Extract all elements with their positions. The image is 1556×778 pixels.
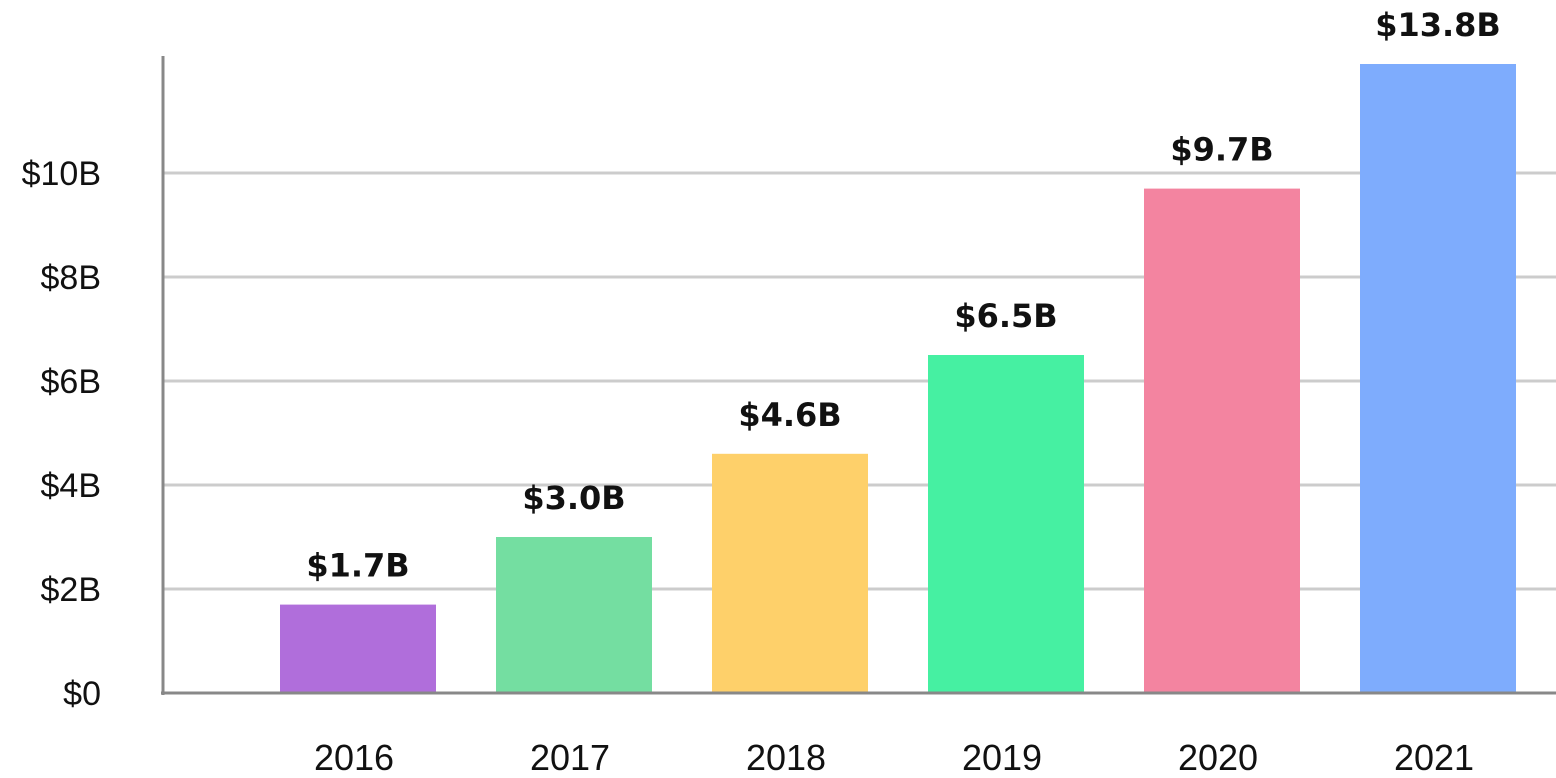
- x-tick-label: 2020: [1178, 737, 1258, 778]
- x-tick-label: 2017: [530, 737, 610, 778]
- bar-2020: [1144, 188, 1300, 693]
- data-label-2016: $1.7B: [306, 547, 409, 585]
- y-tick-label: $2B: [41, 571, 102, 609]
- y-tick-label: $8B: [41, 259, 102, 297]
- x-tick-label: 2018: [746, 737, 826, 778]
- data-label-2021: $13.8B: [1375, 6, 1501, 44]
- bar-2017: [496, 537, 652, 693]
- data-labels: $1.7B $3.0B $4.6B $6.5B $9.7B $13.8B: [306, 6, 1500, 585]
- y-tick-label: $0: [63, 675, 101, 713]
- y-tick-label: $6B: [41, 363, 102, 401]
- bar-2019: [928, 355, 1084, 693]
- y-axis-ticks: $0 $2B $4B $6B $8B $10B: [22, 155, 101, 713]
- x-tick-label: 2021: [1394, 737, 1474, 778]
- data-label-2019: $6.5B: [954, 297, 1057, 335]
- y-tick-label: $4B: [41, 467, 102, 505]
- bars: [280, 64, 1516, 693]
- axes: [161, 56, 1556, 695]
- data-label-2017: $3.0B: [522, 479, 625, 517]
- gridlines: [163, 171, 1556, 591]
- data-label-2020: $9.7B: [1170, 131, 1273, 169]
- x-axis-ticks: 2016 2017 2018 2019 2020 2021: [314, 737, 1474, 778]
- bar-2018: [712, 453, 868, 693]
- bar-2021: [1360, 64, 1516, 693]
- bar-2016: [280, 604, 436, 693]
- x-tick-label: 2019: [962, 737, 1042, 778]
- x-tick-label: 2016: [314, 737, 394, 778]
- y-tick-label: $10B: [22, 155, 101, 193]
- data-label-2018: $4.6B: [738, 396, 841, 434]
